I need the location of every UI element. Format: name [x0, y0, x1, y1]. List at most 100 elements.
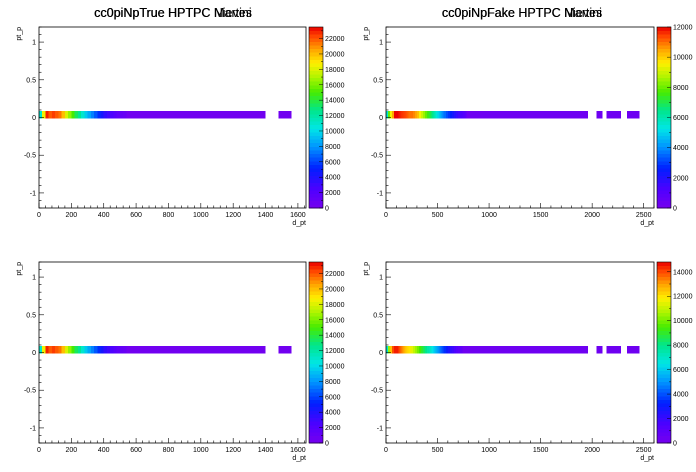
- colorbar-tick-label: 8000: [325, 379, 341, 386]
- x-tick-label: 500: [432, 212, 444, 219]
- colorbar-tick-label: 4000: [325, 175, 341, 182]
- colorbar-segment: [309, 265, 323, 270]
- colorbar-tick-label: 12000: [673, 25, 693, 32]
- colorbar-tick-label: 2000: [673, 175, 689, 182]
- colorbar-segment: [309, 327, 323, 332]
- y-tick-label: -0.5: [371, 153, 383, 160]
- heatmap-cell: [119, 346, 124, 354]
- heatmap-cell: [45, 346, 49, 354]
- heatmap-cell: [456, 111, 459, 119]
- heatmap-cell: [406, 111, 409, 119]
- colorbar-segment: [657, 164, 671, 169]
- heatmap-cell: [390, 111, 393, 119]
- heatmap-cell: [103, 111, 107, 119]
- colorbar-segment: [657, 99, 671, 104]
- colorbar-tick-label: 2000: [673, 416, 689, 423]
- x-tick-label: 1600: [290, 447, 306, 454]
- heatmap-cell: [87, 346, 91, 354]
- colorbar-segment: [657, 168, 671, 173]
- heatmap-cell: [447, 111, 450, 119]
- colorbar-segment: [309, 197, 323, 202]
- colorbar-segment: [657, 113, 671, 118]
- colorbar-segment: [309, 370, 323, 375]
- heatmap-cell: [398, 346, 401, 354]
- colorbar-segment: [657, 121, 671, 126]
- colorbar-segment: [657, 204, 671, 209]
- colorbar-segment: [657, 41, 671, 46]
- heatmap-cell: [423, 111, 426, 119]
- heatmap-cell: [404, 111, 407, 119]
- heatmap-cell: [429, 111, 432, 119]
- colorbar-segment: [657, 435, 671, 440]
- colorbar: 0 2000 4000 6000 8000 10000 12000 14000 16000 180…: [308, 26, 345, 213]
- colorbar-segment: [657, 374, 671, 379]
- colorbar-segment: [657, 428, 671, 433]
- colorbar-segment: [309, 403, 323, 408]
- heatmap-cell: [425, 111, 428, 119]
- heatmap-cell: [126, 346, 266, 354]
- y-tick-label: 1: [32, 40, 36, 47]
- x-tick-label: 1500: [533, 447, 549, 454]
- colorbar-segment: [657, 34, 671, 39]
- x-tick-label: 2000: [584, 447, 600, 454]
- colorbar-segment: [309, 74, 323, 79]
- colorbar-segment: [657, 160, 671, 165]
- heatmap-cell: [100, 346, 104, 354]
- heatmap-cell: [439, 346, 442, 354]
- colorbar-segment: [309, 352, 323, 357]
- colorbar-segment: [309, 106, 323, 111]
- colorbar-segment: [657, 403, 671, 408]
- x-tick-label: 600: [130, 447, 142, 454]
- colorbar-tick-label: 0: [325, 441, 329, 448]
- heatmap-cell: [627, 346, 640, 354]
- colorbar-segment: [657, 294, 671, 299]
- colorbar-segment: [309, 439, 323, 444]
- heatmap-cell: [55, 111, 59, 119]
- colorbar-segment: [657, 171, 671, 176]
- colorbar-segment: [657, 439, 671, 444]
- heatmap-cell: [425, 346, 428, 354]
- colorbar-tick-label: 14000: [673, 269, 693, 276]
- heatmap-cell: [596, 346, 603, 354]
- heatmap-cell: [445, 111, 448, 119]
- colorbar-tick-label: 10000: [325, 128, 345, 135]
- colorbar-segment: [657, 55, 671, 60]
- heatmap-cell: [454, 346, 457, 354]
- heatmap-cell: [449, 346, 452, 354]
- colorbar-segment: [657, 377, 671, 382]
- colorbar-segment: [309, 157, 323, 162]
- colorbar-tick-label: 2000: [325, 190, 341, 197]
- colorbar-segment: [309, 374, 323, 379]
- y-tick-label: 0: [379, 350, 383, 357]
- colorbar-segment: [657, 200, 671, 205]
- heatmap-cell: [396, 346, 399, 354]
- colorbar-segment: [657, 432, 671, 437]
- heatmap-cell: [42, 346, 46, 354]
- colorbar-segment: [309, 45, 323, 50]
- y-tick-label: 0.5: [26, 312, 36, 319]
- heatmap-cell: [447, 346, 450, 354]
- colorbar-segment: [657, 287, 671, 292]
- colorbar-segment: [657, 106, 671, 111]
- colorbar-segment: [657, 197, 671, 202]
- colorbar-segment: [657, 74, 671, 79]
- x-tick-label: 1000: [193, 212, 209, 219]
- colorbar: 0 2000 4000 6000 8000 10000 12000: [656, 25, 693, 213]
- heatmap-cell: [408, 346, 411, 354]
- colorbar-segment: [309, 280, 323, 285]
- heatmap-cell: [58, 111, 62, 119]
- colorbar-segment: [657, 290, 671, 295]
- x-tick-label: 2500: [636, 447, 652, 454]
- heatmap-cell: [39, 111, 43, 119]
- colorbar-segment: [309, 381, 323, 386]
- colorbar-segment: [657, 186, 671, 191]
- colorbar-segment: [309, 309, 323, 314]
- colorbar-segment: [309, 359, 323, 364]
- x-tick-label: 400: [98, 447, 110, 454]
- heatmap-cell: [116, 346, 120, 354]
- heatmap-cell: [90, 111, 95, 119]
- colorbar-segment: [657, 45, 671, 50]
- colorbar-segment: [657, 381, 671, 386]
- colorbar-segment: [309, 41, 323, 46]
- colorbar-tick-label: 8000: [673, 343, 689, 350]
